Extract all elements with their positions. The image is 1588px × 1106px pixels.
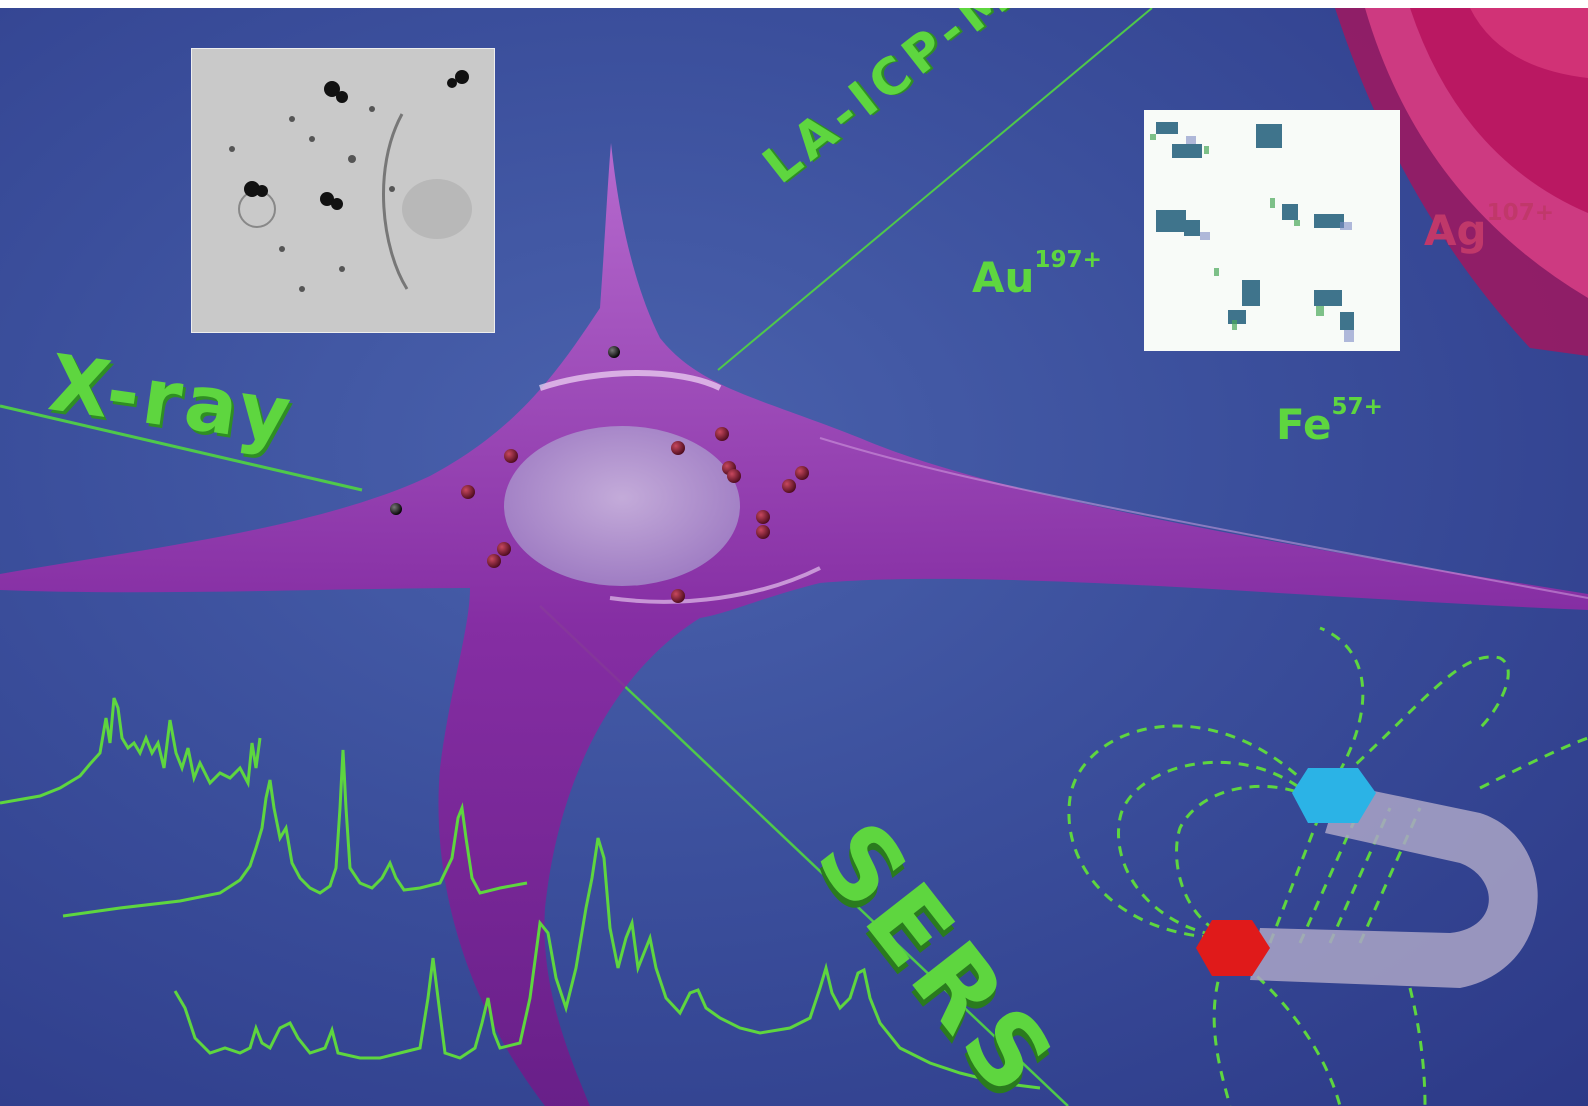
- fe-mass: 57+: [1331, 394, 1383, 420]
- horseshoe-magnet: [1196, 768, 1538, 988]
- nanoparticles: [390, 346, 809, 603]
- em-inset: [191, 48, 495, 333]
- ag-isotope-label: Ag107+: [1424, 200, 1554, 255]
- au-mass: 197+: [1034, 247, 1102, 273]
- spectrum-3: [173, 837, 1041, 1090]
- ag-mass: 107+: [1486, 200, 1555, 226]
- spectrum-2: [62, 749, 528, 918]
- magnet-south-pole: [1196, 920, 1270, 976]
- elemental-map-inset: [1144, 110, 1400, 351]
- cell: [0, 143, 1588, 1106]
- xray-beam-line: [0, 404, 363, 492]
- ag-symbol: Ag: [1424, 206, 1487, 255]
- nucleus: [504, 426, 740, 586]
- laser-beam-line: [717, 8, 1153, 371]
- fe-symbol: Fe: [1276, 400, 1332, 449]
- spectrum-1: [0, 697, 262, 805]
- cover-illustration: X-ray LA-ICP-MS SERS Au197+ Fe57+ Ag107+: [0, 8, 1588, 1106]
- au-symbol: Au: [972, 253, 1035, 302]
- fe-isotope-label: Fe57+: [1276, 394, 1383, 449]
- scene-graphics: [0, 8, 1588, 1106]
- magnetic-field-lines: [1067, 626, 1588, 1106]
- au-isotope-label: Au197+: [972, 247, 1102, 302]
- ag-arcs: [1335, 8, 1588, 356]
- raman-beam-line: [539, 605, 1069, 1106]
- raman-spectra: [0, 697, 1041, 1090]
- magnet-north-pole: [1292, 768, 1376, 823]
